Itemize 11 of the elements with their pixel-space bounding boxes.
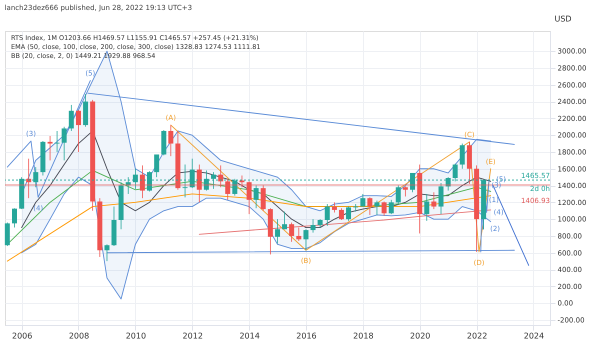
x-tick-label: 2014 [239,332,260,340]
x-tick-label: 2006 [12,332,32,340]
x-tick-label: 2020 [410,332,430,340]
x-tick-label: 2012 [182,332,203,340]
x-tick-label: 2018 [353,332,374,340]
x-tick-label: 2016 [296,332,317,340]
x-tick-label: 2008 [68,332,90,340]
x-tick-label: 2010 [126,332,146,340]
y-axis-title: USD [554,14,572,24]
x-tick-label: 2024 [524,332,544,340]
x-tick-label: 2022 [466,332,488,340]
